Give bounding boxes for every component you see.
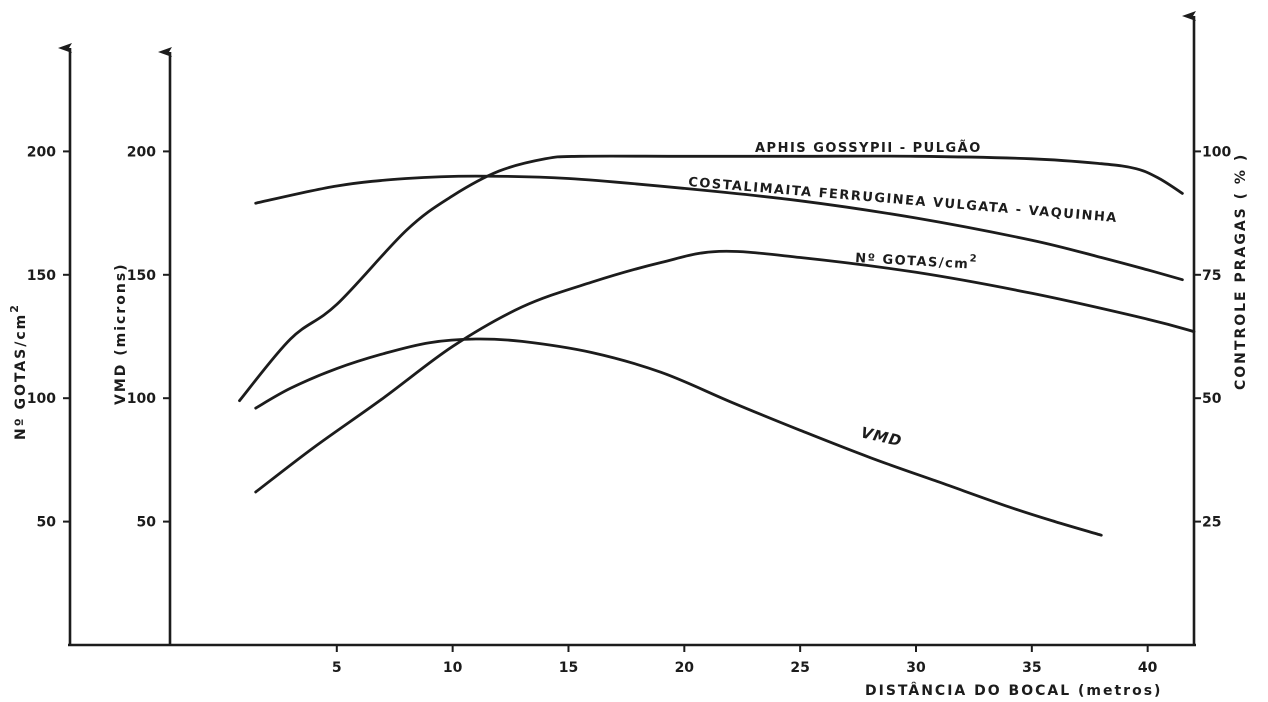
gotas-tick-label: 100 [27,391,56,407]
gotas-ticks: 50 100 150 200 [27,144,70,531]
controle-tick-label: 50 [1202,391,1222,407]
x-tick-label: 25 [790,660,809,676]
controle-tick-label: 25 [1202,515,1221,531]
series-label-n-gotas: Nº GOTAS/cm2 [855,247,979,273]
x-ticks: 5 10 15 20 25 30 35 40 [332,645,1158,676]
gotas-tick-label: 150 [27,268,56,284]
x-axis-title: DISTÂNCIA DO BOCAL (metros) [865,682,1162,699]
series-label-pulgao: APHIS GOSSYPII - PULGÃO [755,140,982,156]
x-tick-label: 40 [1138,660,1158,676]
vmd-axis-title: VMD (microns) [113,262,129,405]
vmd-tick-label: 100 [127,391,156,407]
controle-tick-label: 75 [1202,268,1221,284]
gotas-tick-label: 50 [37,515,57,531]
x-tick-label: 15 [559,660,578,676]
controle-axis-title: CONTROLE PRAGAS ( % ) [1233,153,1249,390]
gotas-axis-title: Nº GOTAS/cm2 [8,303,29,440]
x-tick-label: 30 [906,660,926,676]
gotas-tick-label: 200 [27,144,56,160]
vmd-tick-label: 200 [127,144,156,160]
vmd-tick-label: 50 [137,515,157,531]
vmd-ticks: 50 100 150 200 [127,144,170,531]
series-line-n-gotas [254,337,1103,537]
series-label-vmd: VMD [859,423,904,450]
controle-tick-label: 100 [1202,144,1231,160]
x-tick-label: 20 [675,660,695,676]
x-tick-label: 10 [443,660,463,676]
vmd-tick-label: 150 [127,268,156,284]
x-tick-label: 5 [332,660,342,676]
series-line-vaquinha [254,174,1184,282]
controle-ticks: 25 50 75 100 [1194,144,1231,531]
series-label-vaquinha: COSTALIMAITA FERRUGINEA VULGATA - VAQUIN… [688,175,1119,226]
series-line-vmd [254,249,1196,494]
series-line-pulgao [238,154,1184,403]
x-tick-label: 35 [1022,660,1041,676]
